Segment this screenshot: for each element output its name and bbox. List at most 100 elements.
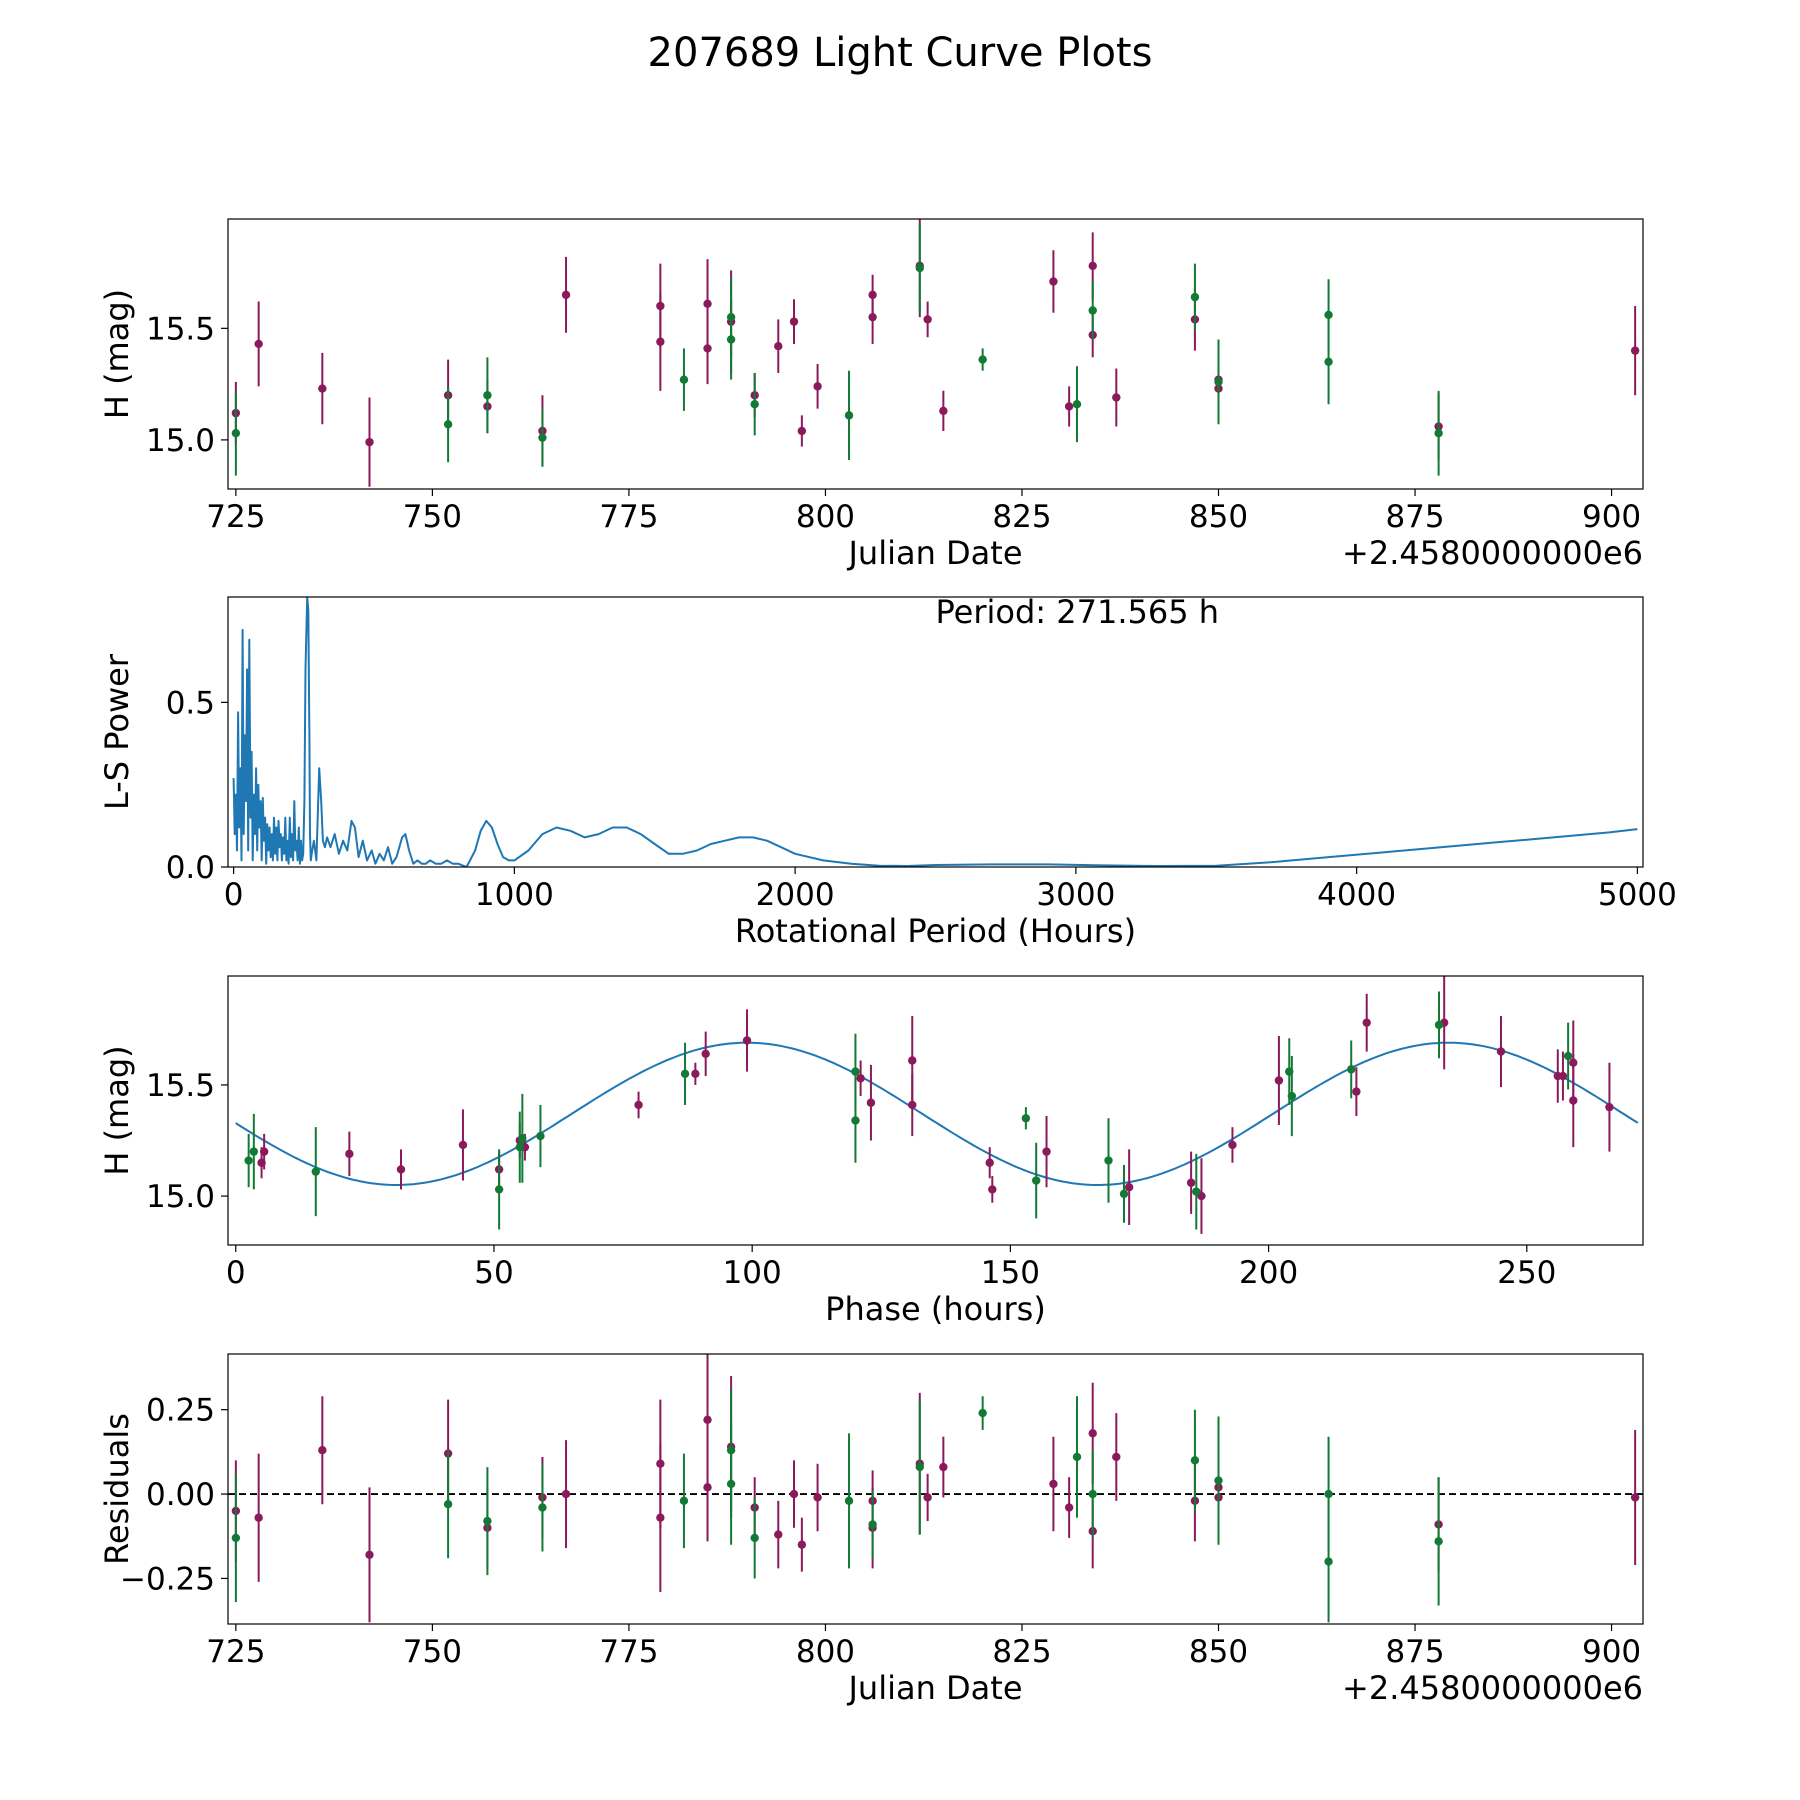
data-point (851, 1067, 860, 1076)
data-point (915, 1462, 924, 1472)
data-point (680, 1069, 690, 1079)
data-point (1088, 1489, 1097, 1499)
data-point (254, 1513, 263, 1522)
data-point (1347, 1065, 1356, 1074)
data-point (1362, 1018, 1371, 1027)
data-point (813, 1493, 822, 1502)
x-tick-label: 725 (206, 1634, 265, 1670)
data-point (1064, 402, 1074, 411)
data-point (443, 1499, 453, 1509)
data-point (988, 1185, 997, 1194)
x-tick-label: 5000 (1598, 877, 1677, 913)
x-tick-label: 825 (992, 1634, 1051, 1670)
data-point (1228, 1140, 1237, 1150)
x-tick-label: 900 (1582, 499, 1641, 535)
data-point (1088, 306, 1097, 315)
data-point (750, 1533, 759, 1543)
x-offset-label: +2.4580000000e6 (1342, 534, 1643, 572)
periodogram-line (232, 597, 1638, 867)
data-point (244, 1156, 253, 1165)
data-point (1119, 1189, 1129, 1199)
y-tick-label: 15.0 (146, 423, 215, 459)
x-tick-label: 900 (1582, 1634, 1641, 1670)
data-point (1434, 1020, 1444, 1030)
data-point (1072, 400, 1082, 409)
y-axis-label: L-S Power (98, 653, 136, 810)
data-point (1124, 1182, 1134, 1192)
y-tick-label: 0.25 (146, 1393, 215, 1429)
data-point (1104, 1156, 1113, 1165)
x-tick-label: 800 (796, 1634, 855, 1670)
data-point (483, 391, 492, 400)
x-tick-label: 3000 (1036, 877, 1115, 913)
data-point (985, 1158, 994, 1167)
plot-area-periodogram (232, 597, 1638, 867)
data-point (1214, 1476, 1223, 1485)
data-point (908, 1056, 917, 1065)
data-point (634, 1100, 643, 1110)
x-tick-label: 4000 (1317, 877, 1396, 913)
data-point (679, 375, 689, 384)
x-offset-label: +2.4580000000e6 (1342, 1669, 1643, 1707)
axes-frame (227, 975, 1644, 1246)
data-point (518, 1134, 527, 1143)
data-point (561, 290, 571, 300)
data-point (868, 1520, 877, 1529)
plot-area-raw (231, 219, 1640, 487)
data-point (978, 1408, 987, 1418)
data-point (1064, 1503, 1074, 1512)
panel-phased: 0 50 100 150 200 250 15.0 15.5 Phase (hours) H (m… (98, 975, 1644, 1328)
data-point (311, 1167, 320, 1176)
x-axis-label: Julian Date (846, 1669, 1022, 1707)
x-tick-label: 875 (1385, 499, 1444, 535)
x-tick-label: 150 (981, 1255, 1040, 1291)
data-point (1630, 346, 1640, 355)
panel-raw: 725 750 775 800 825 850 875 900 15.0 15.5 Julian D… (98, 218, 1644, 572)
data-point (939, 1462, 948, 1472)
data-point (703, 299, 712, 308)
data-point (1496, 1047, 1506, 1056)
data-point (923, 315, 932, 324)
data-point (868, 312, 877, 322)
x-axis-label: Rotational Period (Hours) (735, 912, 1136, 950)
data-point (656, 301, 665, 311)
data-point (538, 1503, 547, 1512)
data-point (1563, 1051, 1573, 1061)
data-point (1324, 310, 1333, 320)
model-fit-curve (235, 1041, 1639, 1186)
y-tick-label: 15.5 (146, 311, 215, 347)
x-tick-label: 100 (723, 1255, 782, 1291)
axes-frame (227, 218, 1644, 490)
x-tick-label: 50 (474, 1255, 513, 1291)
x-tick-label: 800 (796, 499, 855, 535)
y-axis-label: H (mag) (98, 1045, 136, 1175)
data-point (561, 1489, 571, 1499)
x-tick-label: 1000 (475, 877, 554, 913)
data-point (1190, 292, 1200, 302)
y-tick-label: 0.5 (166, 685, 215, 721)
data-point (703, 1415, 712, 1425)
x-tick-label: 875 (1385, 1634, 1444, 1670)
data-point (797, 426, 807, 436)
data-point (1021, 1114, 1031, 1123)
period-annotation: Period: 271.565 h (936, 593, 1220, 631)
x-axis-label: Phase (hours) (825, 1290, 1046, 1328)
data-point (915, 263, 924, 273)
data-point (789, 1489, 799, 1499)
data-point (536, 1131, 545, 1141)
data-point (318, 1445, 327, 1455)
axes-frame (227, 1353, 1644, 1625)
axes-frame (227, 596, 1644, 868)
data-point (656, 1513, 665, 1522)
x-tick-label: 775 (599, 1634, 658, 1670)
x-tick-label: 0 (224, 877, 244, 913)
data-point (813, 382, 822, 391)
data-point (1605, 1102, 1614, 1112)
panel-residuals: 725 750 775 800 825 850 875 900 −0.25 0.00 0.25 Jul… (98, 1353, 1644, 1707)
y-tick-label: 15.5 (146, 1068, 215, 1104)
x-tick-label: 775 (599, 499, 658, 535)
y-tick-label: −0.25 (120, 1561, 215, 1597)
data-point (750, 400, 759, 409)
data-point (856, 1074, 865, 1083)
